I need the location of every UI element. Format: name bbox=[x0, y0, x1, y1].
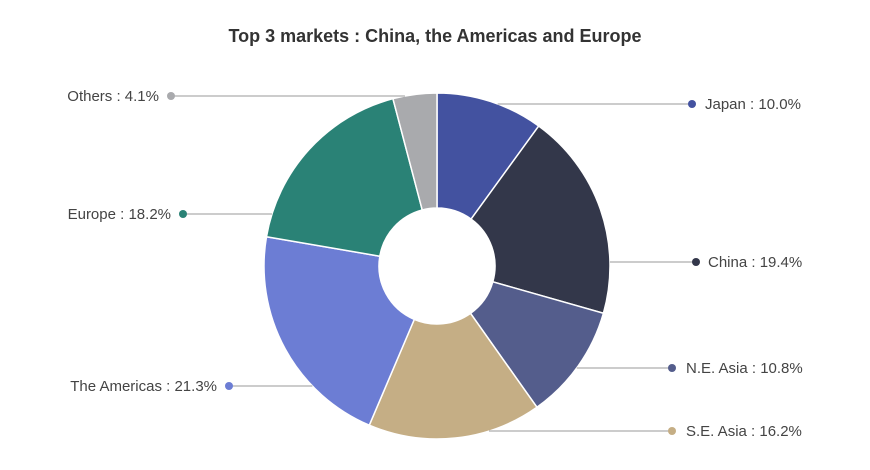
slice-label-s-e-asia: S.E. Asia : 16.2% bbox=[686, 423, 802, 440]
legend-dot-others bbox=[167, 92, 175, 100]
slice-label-china: China : 19.4% bbox=[708, 254, 802, 271]
legend-dot-europe bbox=[179, 210, 187, 218]
slice-the-americas[interactable] bbox=[263, 235, 416, 427]
slice-label-the-americas: The Americas : 21.3% bbox=[70, 378, 217, 395]
slice-europe[interactable] bbox=[265, 97, 424, 258]
slice-label-n-e-asia: N.E. Asia : 10.8% bbox=[686, 360, 803, 377]
slice-china[interactable] bbox=[470, 124, 611, 315]
legend-dot-china bbox=[692, 258, 700, 266]
slice-others[interactable] bbox=[392, 92, 438, 211]
slice-s-e-asia[interactable] bbox=[368, 312, 538, 440]
legend-dot-the-americas bbox=[225, 382, 233, 390]
slice-label-others: Others : 4.1% bbox=[67, 88, 159, 105]
legend-dot-s-e-asia bbox=[668, 427, 676, 435]
slice-label-japan: Japan : 10.0% bbox=[705, 96, 801, 113]
legend-dot-japan bbox=[688, 100, 696, 108]
slice-label-europe: Europe : 18.2% bbox=[68, 206, 171, 223]
chart-title: Top 3 markets : China, the Americas and … bbox=[228, 26, 642, 46]
legend-dot-n-e-asia bbox=[668, 364, 676, 372]
